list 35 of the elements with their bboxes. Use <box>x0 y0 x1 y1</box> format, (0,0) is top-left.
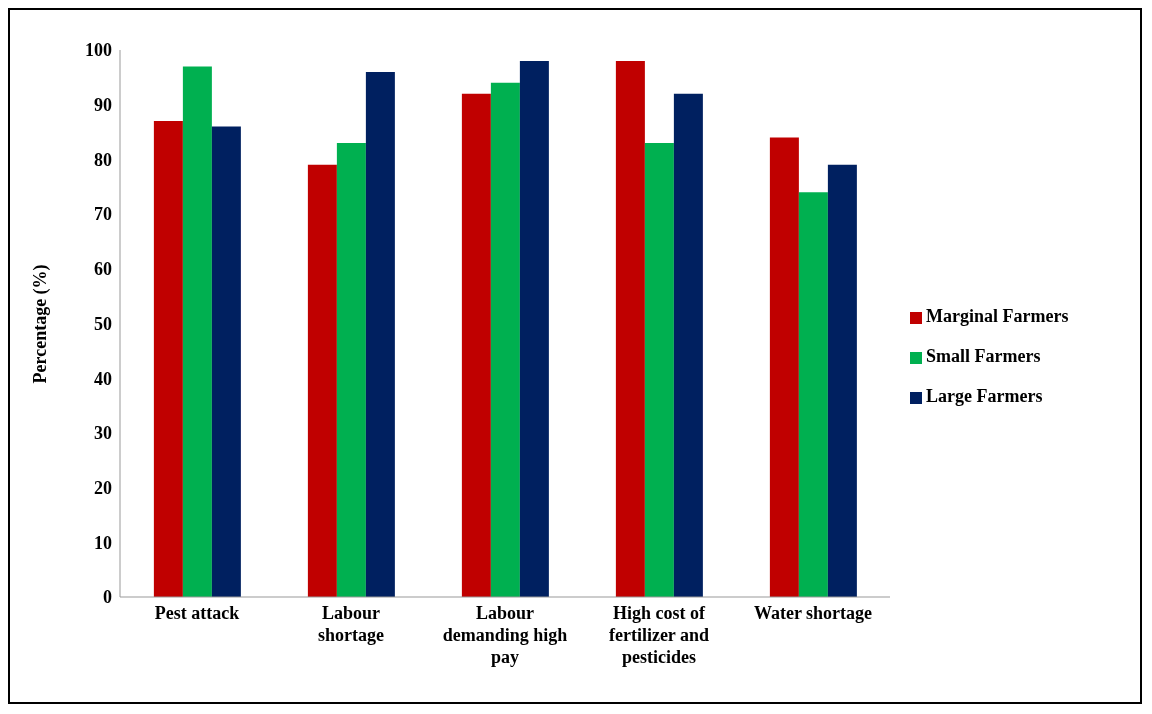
bar <box>798 192 828 597</box>
x-tick-label: Water shortage <box>753 603 873 623</box>
y-tick-label: 60 <box>94 259 112 280</box>
x-tick-label: Labour shortage <box>318 603 384 645</box>
y-tick-label: 100 <box>85 40 112 61</box>
y-tick-label: 50 <box>94 313 112 334</box>
bar <box>211 126 241 597</box>
y-tick-label: 70 <box>94 204 112 225</box>
y-tick-label: 40 <box>94 368 112 389</box>
bar <box>153 121 183 597</box>
x-tick-label: Pest attack <box>154 603 240 623</box>
bar <box>827 164 857 597</box>
y-axis-title: Percentage (%) <box>30 264 52 384</box>
legend-label: Small Farmers <box>926 346 1041 366</box>
y-tick-label: 90 <box>94 95 112 116</box>
bar <box>307 164 337 597</box>
bar <box>769 137 799 597</box>
x-tick-label: High cost of fertilizer and pesticides <box>608 603 710 667</box>
y-tick-label: 0 <box>103 587 112 608</box>
legend-label: Marginal Farmers <box>926 306 1069 326</box>
bar <box>461 93 491 597</box>
y-tick-label: 10 <box>94 532 112 553</box>
bar <box>182 66 212 597</box>
bar <box>365 71 395 597</box>
y-tick-label: 20 <box>94 477 112 498</box>
bar <box>615 60 645 597</box>
bar <box>644 142 674 597</box>
bar <box>490 82 520 597</box>
x-tick-label: Labour demanding high pay <box>442 603 568 667</box>
bar <box>336 142 366 597</box>
bar <box>673 93 703 597</box>
bar <box>519 60 549 597</box>
legend-label: Large Farmers <box>926 386 1043 406</box>
y-tick-label: 80 <box>94 149 112 170</box>
y-tick-label: 30 <box>94 423 112 444</box>
